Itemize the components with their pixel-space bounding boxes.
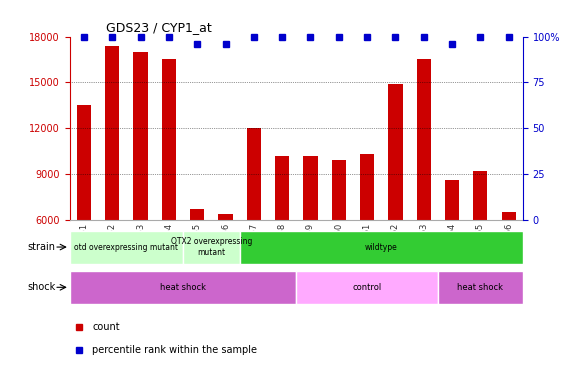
Bar bbox=[70, 271, 296, 304]
Bar bbox=[239, 231, 523, 264]
Text: strain: strain bbox=[27, 242, 56, 252]
Text: shock: shock bbox=[27, 282, 56, 292]
Text: control: control bbox=[353, 283, 382, 292]
Bar bbox=[77, 105, 91, 220]
Text: GDS23 / CYP1_at: GDS23 / CYP1_at bbox=[106, 21, 211, 34]
Text: OTX2 overexpressing
mutant: OTX2 overexpressing mutant bbox=[171, 237, 252, 257]
Bar bbox=[417, 59, 431, 220]
Bar bbox=[218, 213, 232, 220]
Text: heat shock: heat shock bbox=[457, 283, 503, 292]
Text: count: count bbox=[92, 322, 120, 332]
Bar bbox=[162, 59, 176, 220]
Bar bbox=[275, 156, 289, 220]
Bar bbox=[303, 156, 318, 220]
Bar bbox=[360, 154, 374, 220]
Bar bbox=[296, 271, 438, 304]
Bar bbox=[105, 46, 119, 220]
Bar bbox=[190, 209, 205, 220]
Bar bbox=[388, 84, 403, 220]
Bar bbox=[445, 180, 459, 220]
Text: percentile rank within the sample: percentile rank within the sample bbox=[92, 346, 257, 355]
Text: otd overexpressing mutant: otd overexpressing mutant bbox=[74, 243, 178, 251]
Bar bbox=[70, 231, 183, 264]
Text: wildtype: wildtype bbox=[365, 243, 397, 251]
Text: heat shock: heat shock bbox=[160, 283, 206, 292]
Bar bbox=[183, 231, 239, 264]
Bar bbox=[501, 212, 516, 220]
Bar bbox=[247, 128, 261, 220]
Bar bbox=[438, 271, 523, 304]
Bar bbox=[332, 160, 346, 220]
Bar bbox=[134, 52, 148, 220]
Bar bbox=[474, 171, 487, 220]
